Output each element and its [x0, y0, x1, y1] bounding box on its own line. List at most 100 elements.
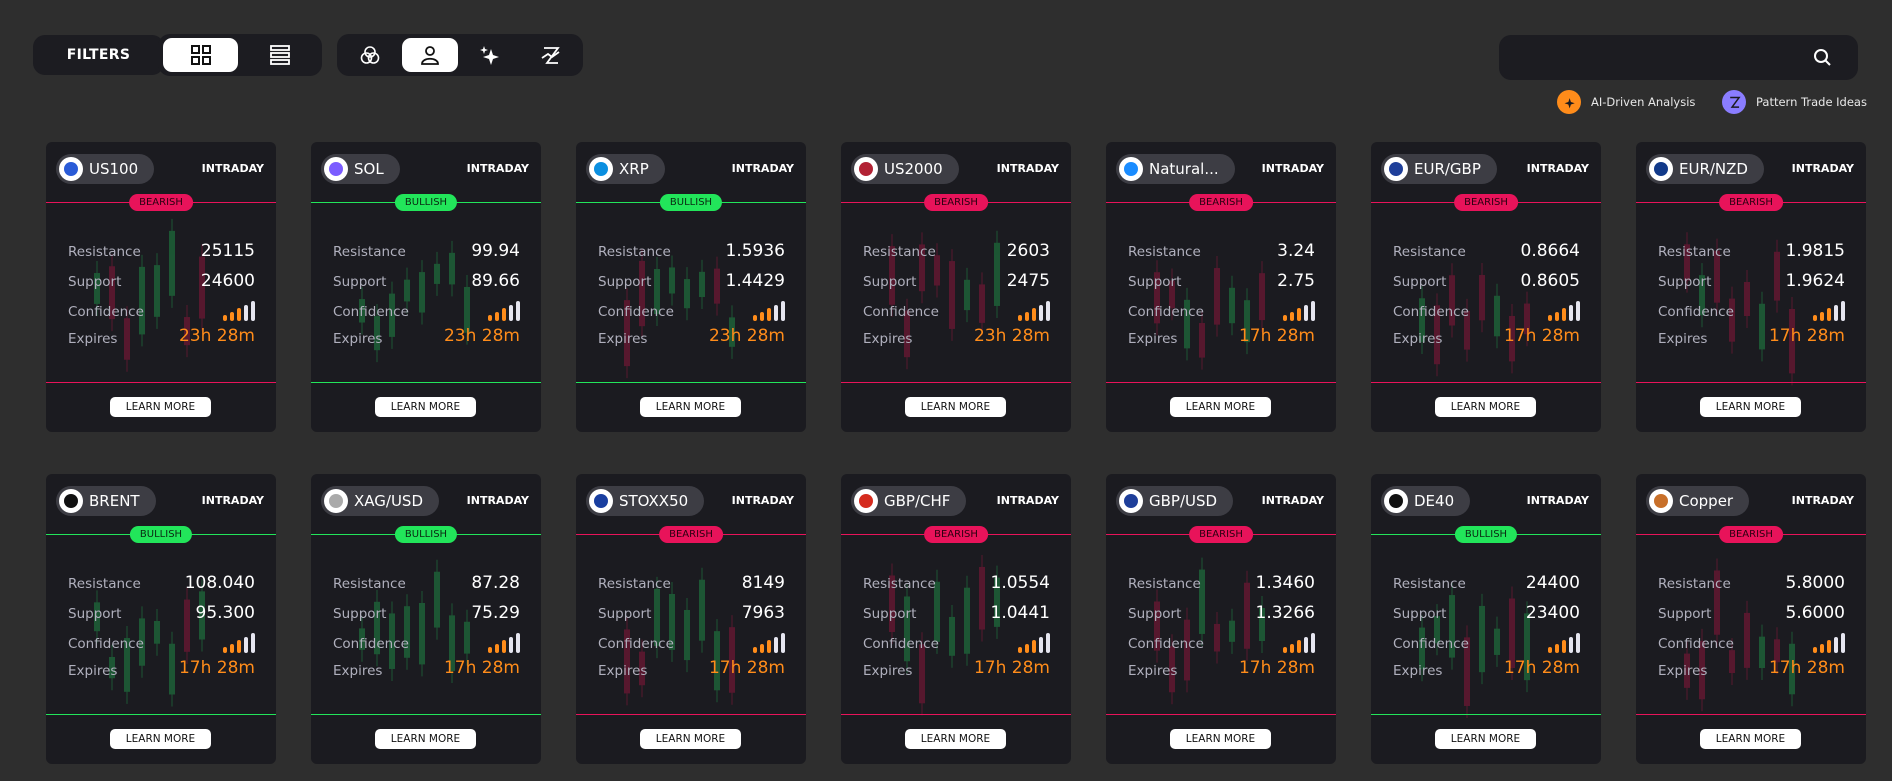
icon-mark [64, 162, 78, 176]
confidence-bar [502, 640, 506, 653]
candles [359, 240, 470, 363]
confidence-label: Confidence [68, 304, 144, 320]
symbol-pill: US2000 [851, 154, 959, 184]
learn-more-button[interactable]: LEARN MORE [1170, 397, 1271, 417]
candle-body [684, 609, 690, 661]
timeframe: INTRADAY [466, 494, 529, 507]
candles [1154, 557, 1265, 705]
confidence-bar [1032, 640, 1036, 653]
resistance-label: Resistance [598, 244, 671, 260]
learn-more-button[interactable]: LEARN MORE [375, 397, 476, 417]
candle-body [639, 651, 645, 686]
resistance-label: Resistance [863, 244, 936, 260]
candle-body [154, 265, 160, 317]
learn-more-button[interactable]: LEARN MORE [640, 397, 741, 417]
candle-body [1229, 620, 1235, 642]
learn-more-button[interactable]: LEARN MORE [905, 729, 1006, 749]
learn-more-button[interactable]: LEARN MORE [1435, 397, 1536, 417]
confidence-bar [1297, 308, 1301, 321]
symbol: EUR/NZD [1679, 160, 1748, 178]
icon-mark [859, 494, 873, 508]
learn-more-button[interactable]: LEARN MORE [640, 729, 741, 749]
learn-more-button[interactable]: LEARN MORE [375, 729, 476, 749]
expires-label: Expires [1128, 331, 1178, 347]
user-button[interactable] [402, 38, 458, 72]
sentiment-badge: BULLISH [1454, 526, 1518, 543]
candle-body [434, 263, 440, 284]
learn-more-button[interactable]: LEARN MORE [1700, 729, 1801, 749]
confidence-bar [1046, 301, 1050, 321]
confidence-bar [509, 636, 513, 653]
candle-body [994, 577, 1000, 627]
candle-body [124, 318, 130, 360]
learn-more-button[interactable]: LEARN MORE [1435, 729, 1536, 749]
card: Copper INTRADAY BEARISH Resistance 5.8000 Sup… [1636, 474, 1866, 764]
candle-body [949, 261, 955, 329]
pattern-button[interactable] [522, 38, 578, 72]
icon-mark [64, 494, 78, 508]
divider [46, 714, 276, 715]
candle-body [1699, 275, 1705, 316]
confidence-bar [251, 301, 255, 321]
icon-mark [329, 494, 343, 508]
search-box[interactable] [1499, 35, 1858, 80]
filters-button[interactable]: FILTERS [33, 35, 164, 75]
sentiment-badge: BULLISH [659, 194, 723, 211]
candle-body [139, 618, 145, 666]
symbol: SOL [354, 160, 384, 178]
candles [1419, 263, 1530, 377]
expires-label: Expires [1658, 331, 1708, 347]
learn-more-button[interactable]: LEARN MORE [110, 397, 211, 417]
symbol: US2000 [884, 160, 943, 178]
expires-value: 17h 28m [1768, 326, 1845, 346]
support-label: Support [1393, 606, 1447, 622]
symbol: Copper [1679, 492, 1734, 510]
candle-body [1464, 637, 1470, 706]
candle-body [94, 273, 100, 304]
symbol: EUR/GBP [1414, 160, 1481, 178]
timeframe: INTRADAY [731, 494, 794, 507]
sentiment-badge: BEARISH [1189, 194, 1253, 211]
candle-body [1244, 300, 1250, 343]
icon-mark [594, 162, 608, 176]
learn-more-button[interactable]: LEARN MORE [1700, 397, 1801, 417]
candle-body [699, 579, 705, 641]
candle-body [404, 606, 410, 658]
confidence-bar [1555, 311, 1559, 321]
grid-view-button[interactable] [163, 38, 238, 72]
symbol-pill: GBP/CHF [851, 486, 967, 516]
confidence-bar [1569, 304, 1573, 321]
list-view-button[interactable] [242, 38, 317, 72]
support-value: 1.3266 [1255, 603, 1315, 623]
candle-body [1524, 613, 1530, 681]
sentiment-badge: BEARISH [1189, 526, 1253, 543]
support-value: 1.4429 [725, 271, 785, 291]
learn-more-button[interactable]: LEARN MORE [1170, 729, 1271, 749]
confidence-bar [516, 633, 520, 653]
expires-label: Expires [333, 663, 383, 679]
confidence-bar [1548, 647, 1552, 653]
candle-body [1169, 280, 1175, 309]
support-label: Support [598, 274, 652, 290]
icon-mark [1389, 494, 1403, 508]
learn-more-button[interactable]: LEARN MORE [110, 729, 211, 749]
ai-dot [1557, 90, 1581, 114]
confidence-bar [1018, 315, 1022, 321]
divider [841, 382, 1071, 383]
confidence-label: Confidence [1393, 636, 1469, 652]
support-label: Support [598, 606, 652, 622]
all-types-button[interactable] [342, 38, 398, 72]
divider [46, 382, 276, 383]
ai-button[interactable] [462, 38, 518, 72]
learn-more-button[interactable]: LEARN MORE [905, 397, 1006, 417]
divider [1106, 714, 1336, 715]
candle-body [1184, 299, 1190, 349]
confidence-label: Confidence [863, 636, 939, 652]
icon-mark [594, 494, 608, 508]
expires-value: 17h 28m [1238, 326, 1315, 346]
candles [624, 567, 735, 706]
support-value: 95.300 [195, 603, 255, 623]
resistance-label: Resistance [68, 244, 141, 260]
symbol-icon [1384, 489, 1408, 513]
divider [1371, 382, 1601, 383]
